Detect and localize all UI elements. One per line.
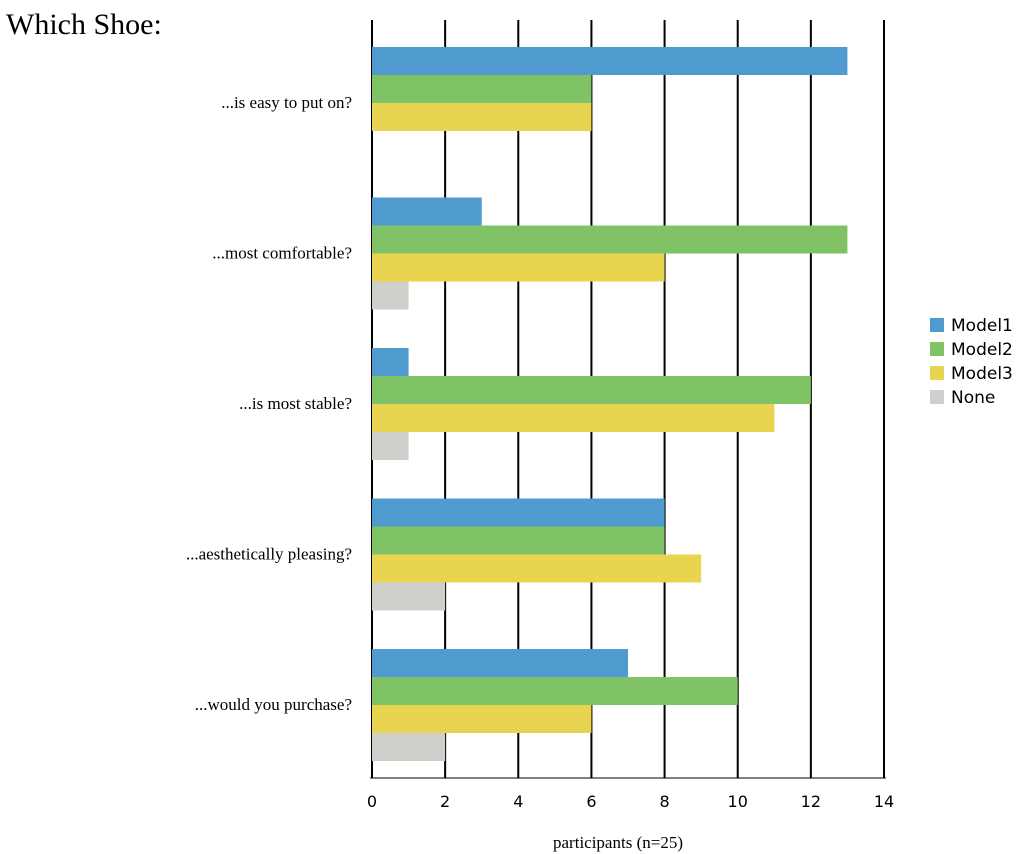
legend-swatch-model3 bbox=[930, 366, 944, 380]
bar-model2 bbox=[372, 376, 811, 404]
bar-model3 bbox=[372, 705, 592, 733]
legend-label-model2: Model2 bbox=[951, 340, 1013, 360]
bar-model1 bbox=[372, 197, 482, 226]
category-label: ...is easy to put on? bbox=[221, 93, 352, 112]
legend-label-none: None bbox=[951, 388, 995, 408]
bar-model3 bbox=[372, 253, 665, 282]
bar-model1 bbox=[372, 649, 628, 677]
x-tick-label: 10 bbox=[728, 792, 748, 811]
category-label: ...would you purchase? bbox=[195, 695, 352, 714]
bars bbox=[372, 47, 848, 761]
bar-none bbox=[372, 582, 446, 611]
bar-model2 bbox=[372, 677, 738, 705]
category-labels: ...is easy to put on? ...most comfortable… bbox=[186, 93, 352, 714]
x-tick-label: 12 bbox=[801, 792, 821, 811]
bar-model1 bbox=[372, 498, 665, 527]
legend-label-model3: Model3 bbox=[951, 364, 1013, 384]
x-tick-label: 8 bbox=[659, 792, 669, 811]
x-axis-title: participants (n=25) bbox=[553, 833, 683, 852]
x-tick-label: 14 bbox=[874, 792, 894, 811]
category-label: ...aesthetically pleasing? bbox=[186, 545, 352, 564]
bar-model2 bbox=[372, 75, 592, 103]
bar-none bbox=[372, 733, 446, 761]
bar-model2 bbox=[372, 526, 665, 555]
chart-title: Which Shoe: bbox=[6, 8, 162, 41]
legend: Model1 Model2 Model3 None bbox=[930, 316, 1013, 408]
bar-model1 bbox=[372, 348, 409, 376]
bar-model3 bbox=[372, 404, 775, 432]
x-tick-label: 6 bbox=[586, 792, 596, 811]
x-tick-label: 2 bbox=[440, 792, 450, 811]
bar-model3 bbox=[372, 554, 702, 583]
legend-swatch-model2 bbox=[930, 342, 944, 356]
legend-swatch-model1 bbox=[930, 318, 944, 332]
legend-swatch-none bbox=[930, 390, 944, 404]
x-axis-ticks: 0 2 4 6 8 10 12 14 bbox=[367, 792, 894, 811]
bar-model1 bbox=[372, 47, 848, 75]
category-label: ...is most stable? bbox=[239, 394, 352, 413]
bar-none bbox=[372, 281, 409, 310]
x-tick-label: 4 bbox=[513, 792, 523, 811]
bar-model3 bbox=[372, 103, 592, 131]
category-label: ...most comfortable? bbox=[212, 244, 352, 263]
bar-none bbox=[372, 432, 409, 460]
legend-label-model1: Model1 bbox=[951, 316, 1013, 336]
bar-model2 bbox=[372, 225, 848, 254]
x-tick-label: 0 bbox=[367, 792, 377, 811]
